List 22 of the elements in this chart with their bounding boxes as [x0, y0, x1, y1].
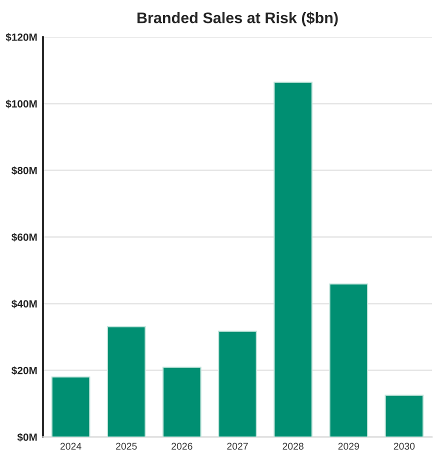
bar [162, 366, 202, 437]
y-tick-label: $80M [12, 166, 37, 175]
y-tick-label: $20M [12, 366, 37, 375]
x-tick-label: 2024 [60, 442, 82, 450]
y-tick-label: $60M [12, 233, 37, 242]
chart-title: Branded Sales at Risk ($bn) [137, 12, 338, 26]
bar [51, 376, 90, 437]
x-tick-label: 2025 [116, 442, 137, 450]
x-tick-label: 2029 [338, 442, 359, 450]
bar [218, 330, 257, 437]
x-tick-label: 2026 [172, 442, 192, 450]
y-tick-label: $40M [12, 300, 37, 308]
x-tick-label: 2030 [394, 442, 415, 450]
bar [329, 283, 368, 437]
x-tick-label: 2028 [282, 442, 304, 450]
bar [384, 394, 424, 437]
y-tick-label: $120M [6, 33, 37, 42]
y-tick-label: $100M [6, 100, 37, 108]
bar [106, 326, 146, 437]
y-tick-label: $0M [17, 433, 37, 442]
x-tick-label: 2027 [227, 442, 248, 450]
bar [274, 82, 313, 437]
